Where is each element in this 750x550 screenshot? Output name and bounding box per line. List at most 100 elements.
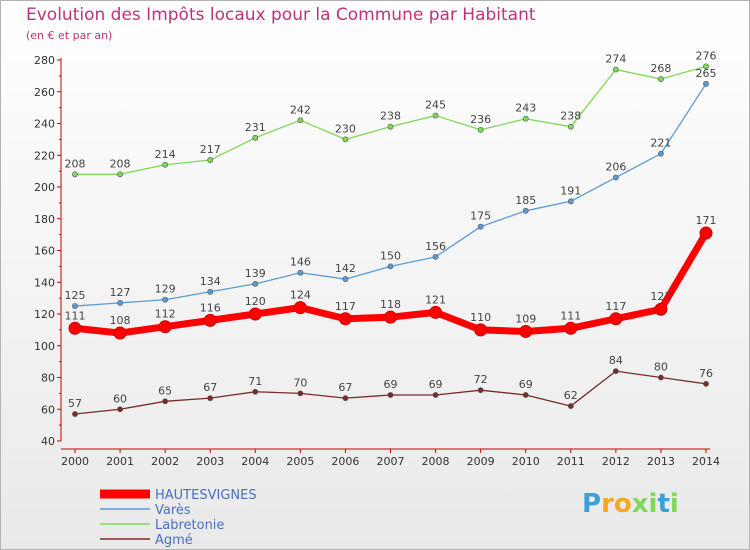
data-point	[609, 312, 623, 326]
data-point	[342, 276, 349, 282]
data-label: 117	[605, 300, 626, 313]
data-point	[477, 387, 484, 394]
data-label: 156	[425, 240, 446, 253]
data-point	[113, 326, 127, 340]
data-label: 76	[699, 367, 713, 380]
data-point	[567, 403, 574, 409]
logo-letter: x	[631, 489, 649, 519]
data-point	[387, 392, 394, 398]
x-tick-label: 2004	[241, 455, 269, 468]
data-label: 112	[155, 308, 176, 321]
data-point	[564, 321, 578, 335]
data-label: 175	[470, 210, 491, 223]
data-point	[207, 395, 214, 402]
x-tick-label: 2008	[422, 455, 450, 468]
data-label: 127	[110, 286, 131, 299]
data-point	[612, 66, 619, 73]
data-label: 268	[650, 62, 671, 75]
data-point	[72, 303, 78, 309]
y-tick-label: 180	[34, 213, 55, 226]
series-lines	[68, 63, 713, 417]
data-label: 118	[380, 298, 401, 311]
data-label: 72	[474, 373, 488, 386]
data-point	[658, 374, 664, 381]
data-label: 80	[654, 361, 668, 374]
logo-letter: i	[648, 489, 658, 519]
data-label: 139	[245, 267, 266, 280]
y-tick-label: 260	[34, 86, 55, 99]
data-point	[477, 126, 484, 133]
data-label: 111	[560, 309, 581, 322]
data-label: 116	[200, 301, 221, 314]
data-label: 109	[515, 312, 536, 325]
data-label: 245	[425, 99, 446, 112]
data-label: 231	[245, 121, 266, 134]
data-point	[297, 269, 304, 276]
data-label: 69	[384, 378, 398, 391]
data-point	[158, 320, 172, 334]
data-label: 206	[605, 160, 626, 173]
data-label: 230	[335, 122, 356, 135]
data-label: 238	[560, 110, 581, 123]
x-tick-label: 2010	[512, 455, 540, 468]
x-tick-label: 2000	[61, 455, 89, 468]
data-point	[432, 392, 439, 398]
data-point	[658, 76, 664, 82]
data-point	[567, 123, 574, 130]
data-label: 111	[65, 309, 86, 322]
data-label: 265	[696, 67, 717, 80]
data-point	[297, 390, 304, 397]
data-point	[384, 310, 397, 324]
x-tick-label: 2011	[557, 455, 585, 468]
data-point	[429, 305, 443, 319]
data-label: 125	[65, 289, 86, 302]
data-label: 129	[155, 283, 176, 296]
data-point	[203, 313, 217, 327]
y-tick-label: 200	[34, 181, 55, 194]
data-point	[703, 380, 709, 387]
y-tick-label: 140	[34, 276, 55, 289]
y-tick-label: 40	[41, 435, 55, 448]
data-point	[117, 406, 123, 413]
chart-title: Evolution des Impôts locaux pour la Comm…	[26, 5, 536, 25]
data-label: 146	[290, 256, 311, 269]
data-label: 120	[245, 295, 266, 308]
logo-letter: t	[657, 489, 670, 519]
data-point	[432, 112, 439, 119]
data-label: 65	[158, 384, 172, 397]
data-label: 67	[338, 381, 352, 394]
x-tick-label: 2006	[331, 455, 359, 468]
data-label: 238	[380, 110, 401, 123]
logo-letter: o	[613, 489, 632, 519]
data-point	[432, 253, 439, 260]
y-tick-label: 280	[34, 54, 55, 67]
data-label: 123	[650, 290, 671, 303]
data-point	[567, 198, 574, 205]
y-tick-label: 100	[34, 340, 55, 353]
data-point	[612, 174, 619, 181]
x-tick-label: 2001	[106, 455, 134, 468]
y-tick-label: 160	[34, 245, 55, 258]
data-point	[248, 307, 262, 321]
data-point	[477, 223, 484, 230]
legend-label: Labretonie	[155, 518, 224, 533]
data-label: 208	[110, 157, 131, 170]
data-point	[162, 296, 169, 303]
logo-letter: r	[601, 489, 614, 519]
data-point	[297, 117, 304, 124]
data-point	[207, 157, 214, 163]
data-label: 70	[293, 376, 307, 389]
data-label: 150	[380, 249, 401, 262]
data-label: 236	[470, 113, 491, 126]
data-point	[654, 302, 668, 316]
data-point	[252, 280, 259, 287]
x-tick-label: 2013	[647, 455, 675, 468]
data-point	[338, 312, 352, 326]
data-label: 108	[110, 314, 131, 327]
data-label: 117	[335, 300, 356, 313]
legend-label: Varès	[155, 503, 191, 518]
data-label: 67	[203, 381, 217, 394]
data-point	[162, 398, 169, 405]
